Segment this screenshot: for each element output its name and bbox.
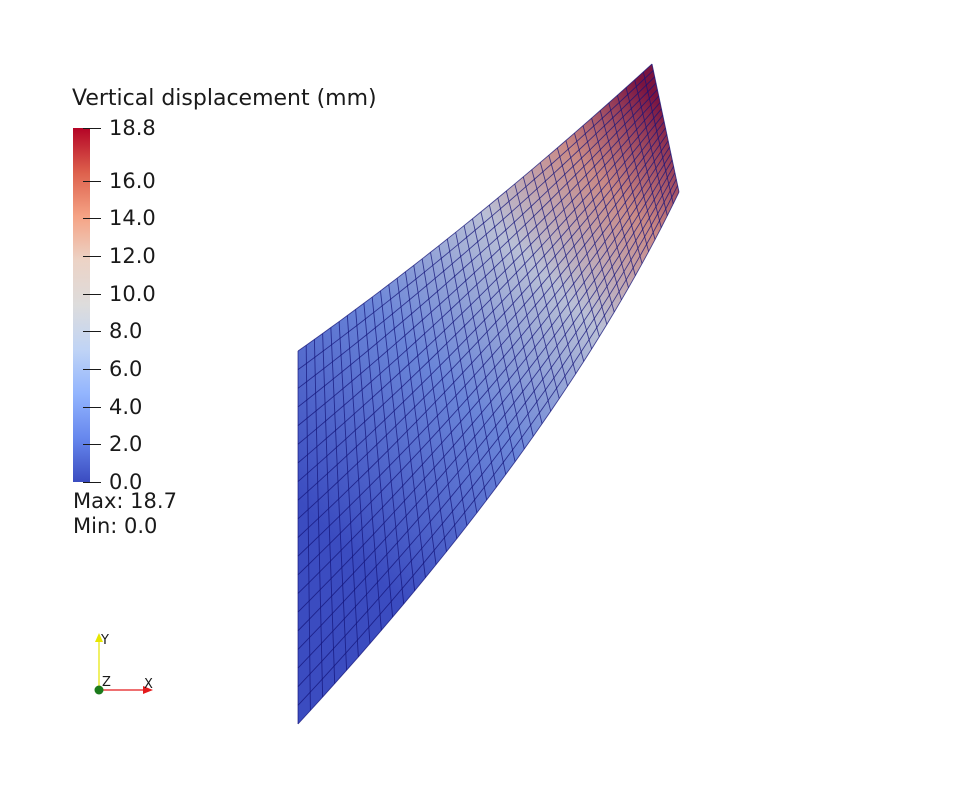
mesh-edge-transverse	[380, 290, 416, 591]
mesh-edge-transverse	[404, 271, 447, 552]
mesh-edge-transverse	[548, 155, 600, 337]
min-value-label: Min: 0.0	[73, 514, 158, 538]
mesh-edge-transverse	[599, 110, 643, 264]
colorbar-tick-mark	[83, 128, 101, 129]
mesh-edge-transverse	[625, 87, 662, 228]
mesh-edge-transverse	[531, 169, 585, 362]
legend-title: Vertical displacement (mm)	[72, 86, 377, 111]
mesh-edge-transverse	[363, 303, 394, 618]
z-axis-dot-icon	[94, 685, 104, 695]
x-axis-arrow-icon	[143, 686, 153, 694]
mesh-edge-transverse	[346, 315, 371, 644]
mesh-edge-transverse	[388, 284, 426, 578]
colorbar-tick-label: 2.0	[109, 432, 143, 456]
mesh-edge-transverse	[591, 117, 636, 276]
colorbar	[73, 128, 90, 482]
mesh-edge-transverse	[514, 183, 569, 387]
colorbar-tick-mark	[83, 181, 101, 182]
mesh-edge-transverse	[582, 125, 629, 288]
mesh-edge-transverse	[322, 333, 336, 684]
colorbar-tick-mark	[83, 369, 101, 370]
colorbar-tick-mark	[83, 294, 101, 295]
colorbar-tick-mark	[83, 407, 101, 408]
mesh-edge-transverse	[330, 327, 348, 671]
colorbar-tick-label: 10.0	[109, 282, 156, 306]
mesh-edge-transverse	[430, 252, 478, 513]
mesh-surface	[298, 64, 679, 724]
mesh-edge-transverse	[472, 218, 525, 450]
mesh-edge-transverse	[446, 238, 497, 488]
mesh-edge-transverse	[438, 245, 488, 501]
mesh-edge-transverse	[371, 297, 405, 604]
z-axis-label: Z	[102, 675, 111, 690]
mesh-edge-transverse	[522, 176, 577, 374]
mesh-edge-transverse	[480, 211, 534, 437]
mesh-edge-transverse	[413, 265, 458, 539]
colorbar-tick-label: 4.0	[109, 395, 143, 419]
mesh-edge-transverse	[488, 204, 543, 424]
colorbar-tick-mark	[83, 482, 101, 483]
colorbar-tick-label: 12.0	[109, 244, 156, 268]
colorbar-tick-label: 6.0	[109, 357, 143, 381]
mesh-edge-transverse	[539, 162, 593, 350]
orientation-axes-widget[interactable]: Y X Z	[80, 625, 180, 705]
colorbar-tick-mark	[83, 444, 101, 445]
colorbar-tick-label: 18.8	[109, 116, 156, 140]
colorbar-tick-mark	[83, 331, 101, 332]
mesh-edge-transverse	[338, 321, 359, 657]
mesh-edge-transverse	[497, 197, 552, 412]
colorbar-tick-label: 8.0	[109, 319, 143, 343]
x-axis-label: X	[144, 677, 153, 692]
mesh-edge-transverse	[574, 132, 622, 301]
y-axis-label: Y	[101, 633, 109, 648]
mesh-edge-transverse	[313, 339, 324, 698]
colorbar-tick-label: 0.0	[109, 470, 143, 494]
orientation-axes-svg	[94, 633, 153, 695]
mesh-edge-transverse	[634, 79, 668, 216]
mesh-edge-transverse	[455, 232, 507, 475]
mesh-edge-transverse	[608, 102, 650, 252]
colorbar-tick-label: 14.0	[109, 206, 156, 230]
mesh-edge-transverse	[642, 71, 674, 204]
max-value-label: Max: 18.7	[73, 489, 177, 513]
colorbar-tick-label: 16.0	[109, 169, 156, 193]
mesh-edge-transverse	[651, 63, 680, 193]
mesh-edge-transverse	[556, 147, 608, 325]
mesh-edge-transverse	[505, 190, 560, 399]
colorbar-tick-mark	[83, 218, 101, 219]
mesh-edge-transverse	[396, 278, 437, 565]
y-axis-arrow-icon	[95, 633, 103, 642]
mesh-edge-transverse	[616, 95, 656, 240]
scalar-bar-legend: Vertical displacement (mm) 18.8 16.0 14.0 1…	[0, 0, 420, 560]
deformed-plate-mesh[interactable]	[297, 63, 680, 725]
colorbar-tick-mark	[83, 256, 101, 257]
mesh-edge-transverse	[355, 309, 382, 631]
mesh-edge-transverse	[463, 225, 516, 462]
mesh-edge-transverse	[305, 345, 311, 711]
mesh-edge-transverse	[421, 258, 468, 526]
mesh-edge-transverse	[565, 140, 615, 313]
